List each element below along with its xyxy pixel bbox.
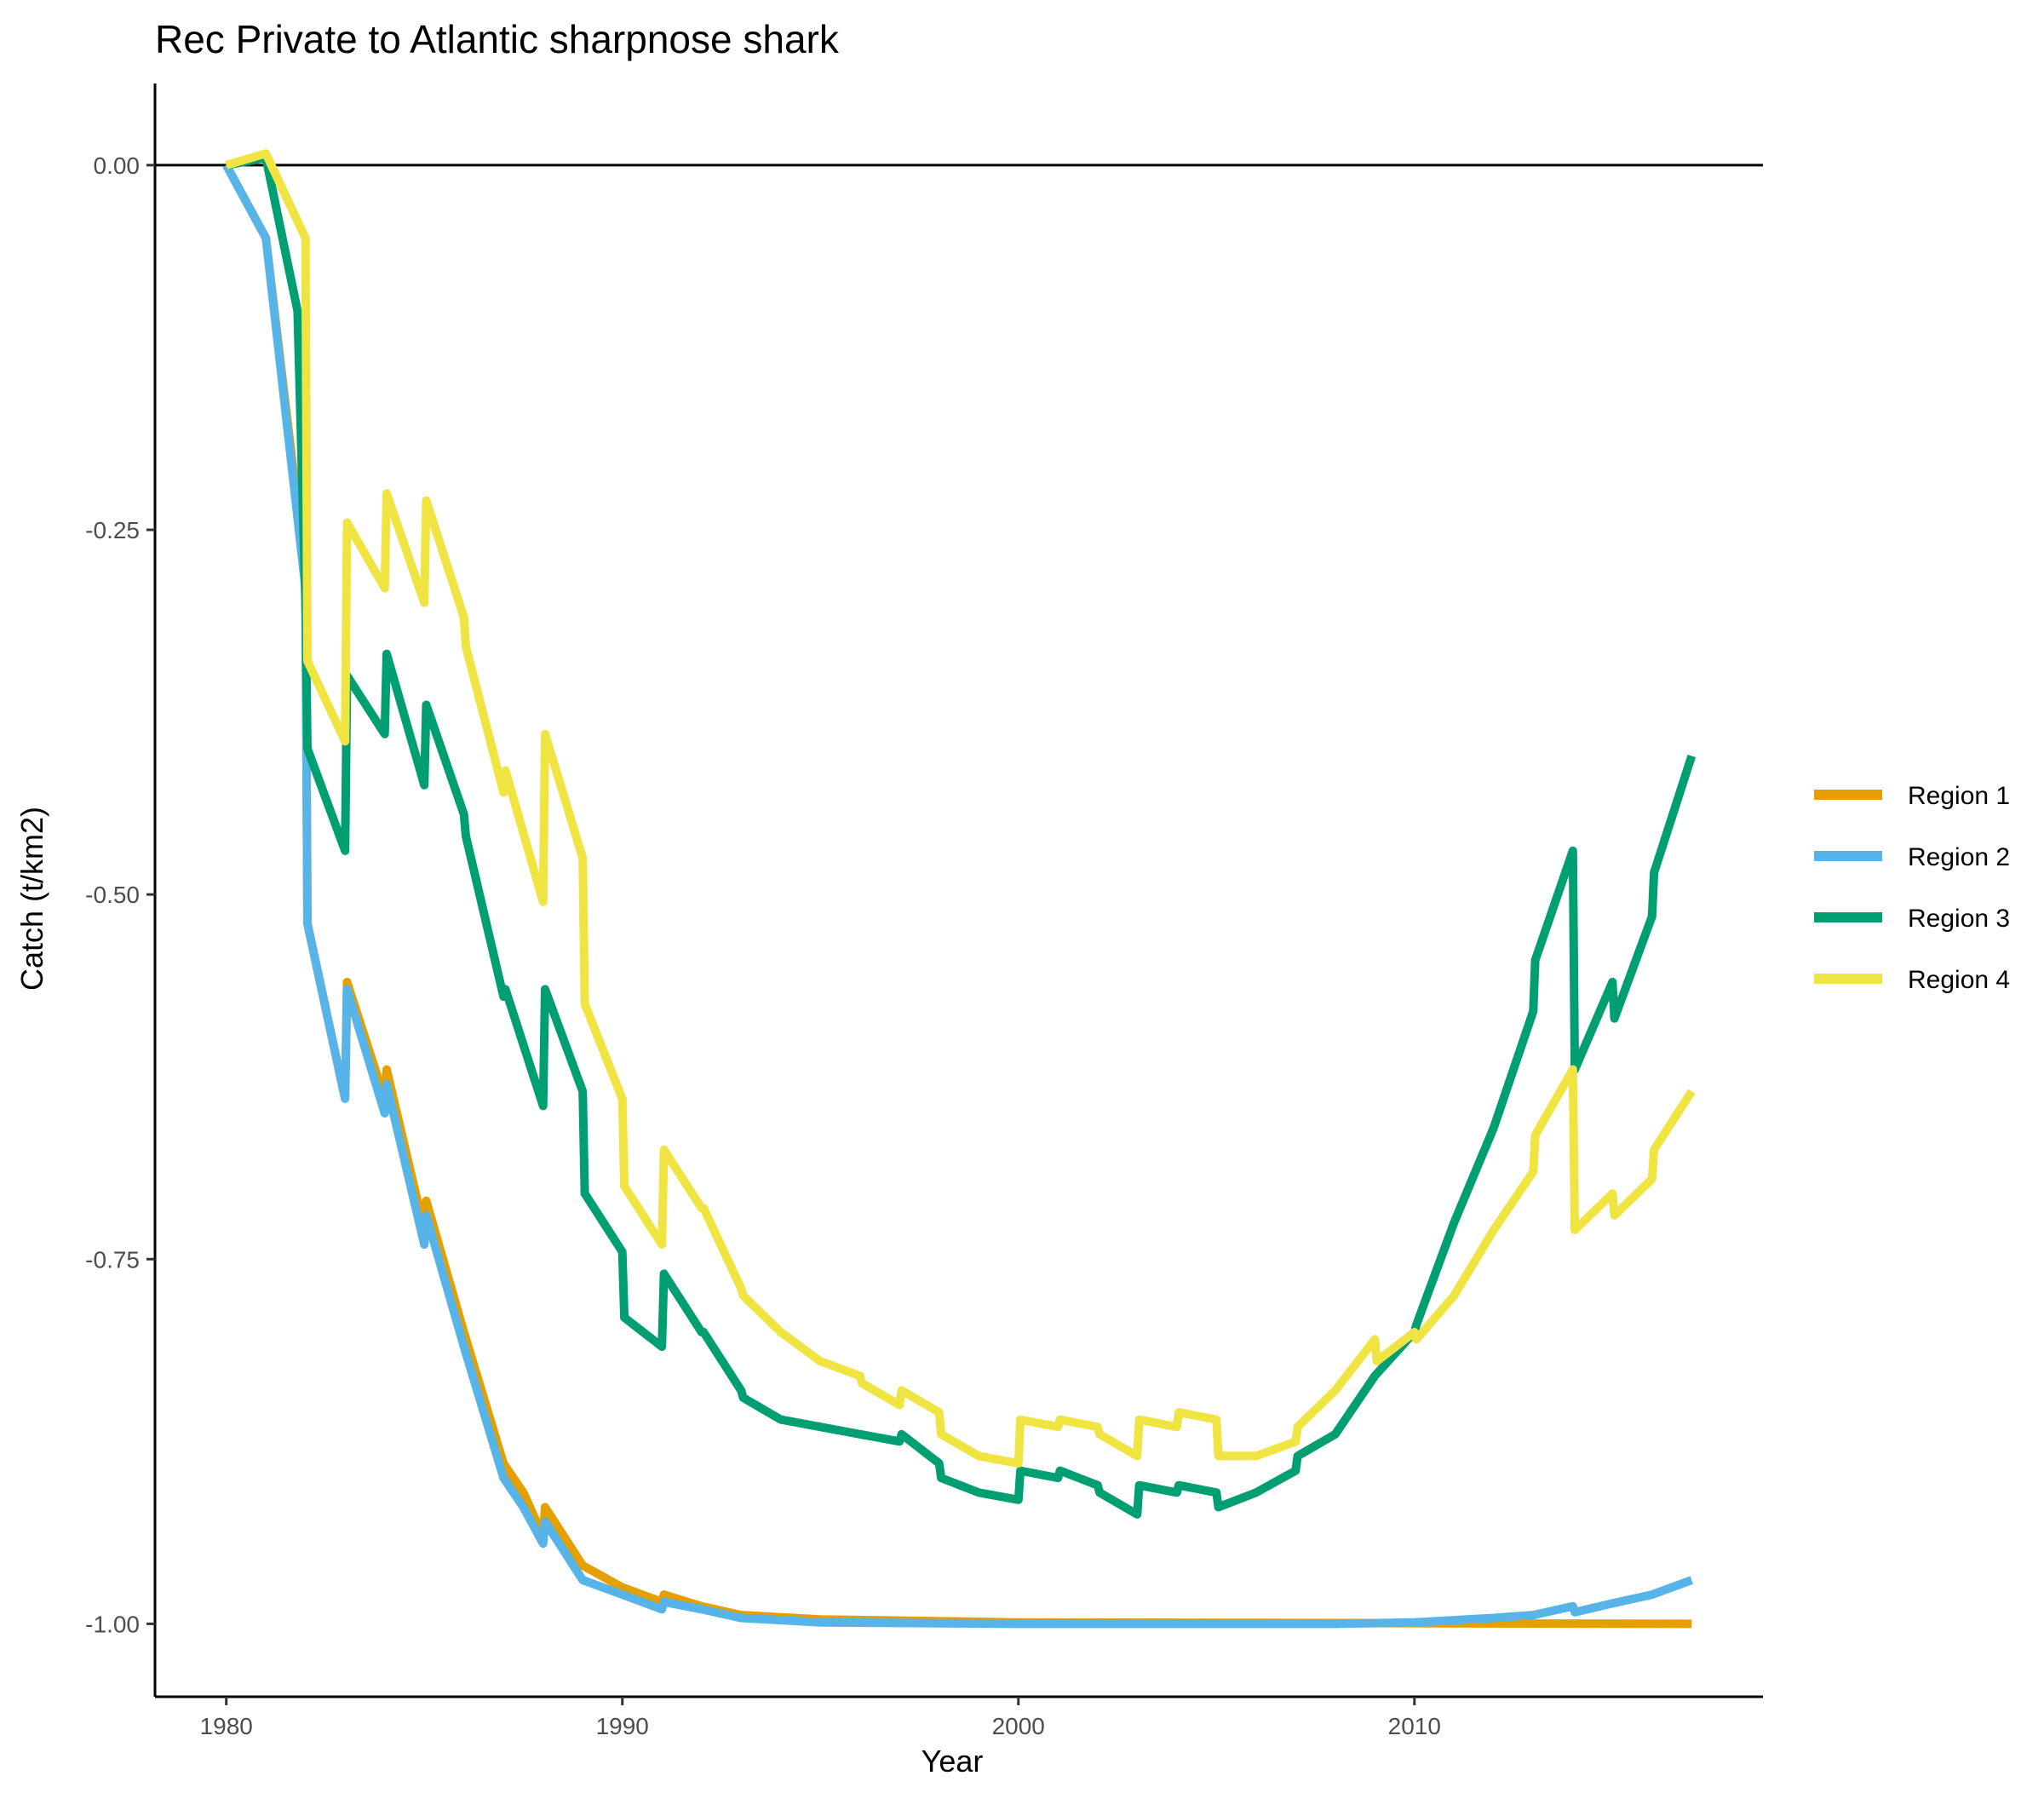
series-line-region-1 xyxy=(222,163,1692,1629)
x-tick-label: 2010 xyxy=(1388,1713,1441,1739)
y-tick-label: -0.50 xyxy=(85,882,140,908)
x-tick-label: 2000 xyxy=(992,1713,1045,1739)
legend-label-region-3: Region 3 xyxy=(1908,905,2010,933)
series-line-region-2 xyxy=(222,163,1694,1629)
legend-label-region-1: Region 1 xyxy=(1908,782,2010,810)
y-tick-label: -1.00 xyxy=(85,1611,140,1637)
series-line-region-4 xyxy=(225,149,1696,1468)
y-tick-label: -0.25 xyxy=(85,517,140,543)
legend: Region 1 Region 2 Region 3 Region 4 xyxy=(1814,782,2010,994)
y-tick-label: -0.75 xyxy=(85,1246,140,1273)
series-line-region-3 xyxy=(225,153,1697,1519)
legend-label-region-2: Region 2 xyxy=(1908,843,2010,871)
legend-label-region-4: Region 4 xyxy=(1908,966,2010,994)
y-axis-title: Catch (t/km2) xyxy=(14,807,49,991)
x-tick-label: 1980 xyxy=(200,1713,253,1739)
x-axis-title: Year xyxy=(922,1744,984,1779)
chart-title: Rec Private to Atlantic sharpnose shark xyxy=(155,17,840,61)
y-tick-label: 0.00 xyxy=(94,152,141,179)
x-tick-label: 1990 xyxy=(596,1713,649,1739)
